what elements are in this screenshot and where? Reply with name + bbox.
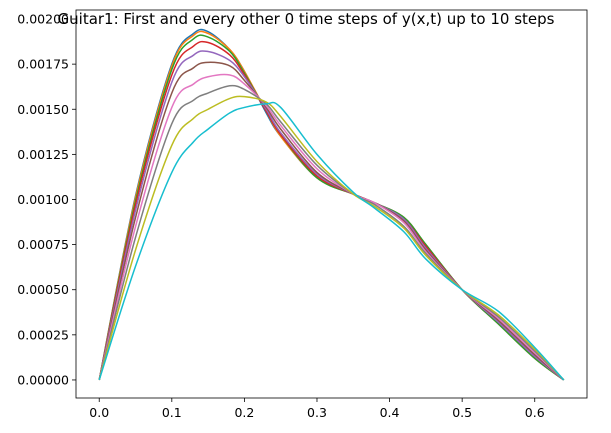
y-tick-label: 0.00200 (17, 12, 69, 27)
y-tick-label: 0.00075 (17, 237, 69, 252)
x-tick-label: 0.5 (452, 405, 472, 420)
x-axis: 0.0 0.1 0.2 0.3 0.4 0.5 0.6 (89, 398, 545, 420)
y-tick-label: 0.00150 (17, 102, 69, 117)
y-tick-label: 0.00025 (17, 327, 69, 342)
series-line-6 (98, 61, 565, 381)
series-line-3 (98, 34, 565, 381)
x-tick-label: 0.2 (234, 405, 254, 420)
x-tick-label: 0.4 (380, 405, 400, 420)
y-tick-label: 0.00050 (17, 282, 69, 297)
lines-layer (98, 28, 565, 381)
x-tick-label: 0.3 (307, 405, 327, 420)
series-line-9 (98, 95, 565, 381)
y-tick-label: 0.00125 (17, 147, 69, 162)
y-axis: 0.00000 0.00025 0.00050 0.00075 0.00100 0.001… (17, 12, 76, 387)
chart-title: Guitar1: First and every other 0 time st… (58, 10, 555, 28)
y-tick-label: 0.00100 (17, 192, 69, 207)
x-tick-label: 0.6 (525, 405, 545, 420)
series-line-7 (98, 73, 565, 381)
x-tick-label: 0.1 (162, 405, 182, 420)
x-tick-label: 0.0 (89, 405, 109, 420)
plot-frame (75, 9, 588, 399)
y-tick-label: 0.00000 (17, 372, 69, 387)
series-line-10 (98, 101, 565, 381)
series-line-8 (98, 84, 565, 381)
y-tick-label: 0.00175 (17, 57, 69, 72)
